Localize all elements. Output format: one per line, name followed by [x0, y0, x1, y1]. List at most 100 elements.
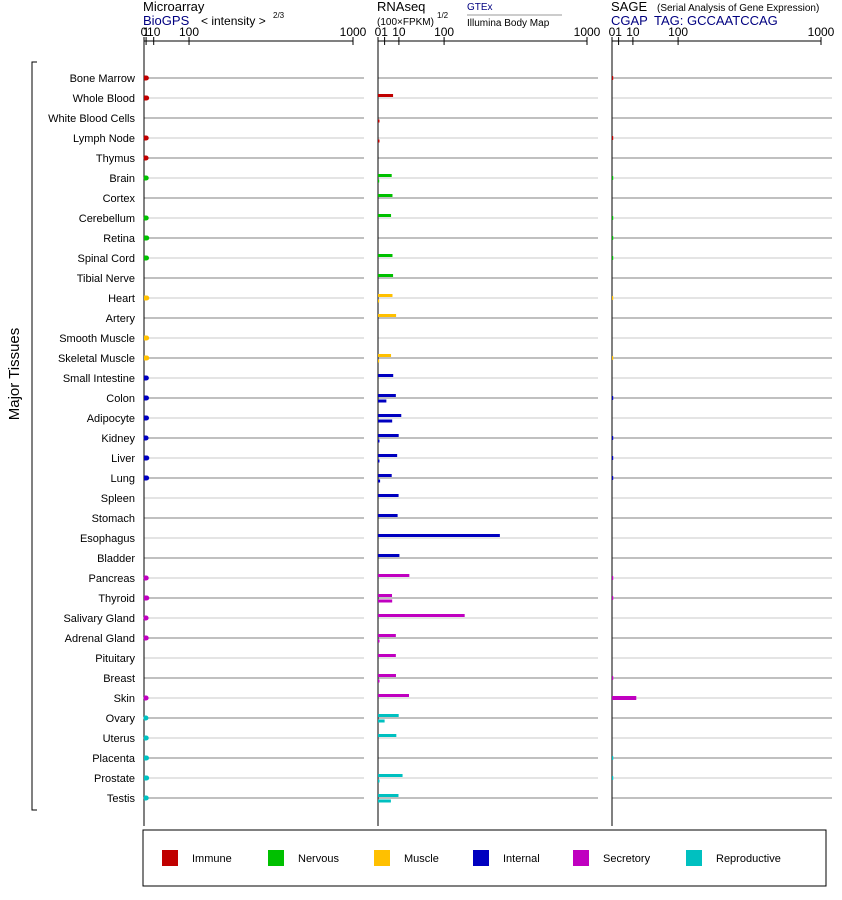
bar [378, 214, 392, 217]
bar-cap [143, 395, 149, 401]
tick-label: 0 [609, 25, 616, 39]
bar [612, 436, 614, 440]
tick-label: 0 [141, 25, 148, 39]
tissue-label: Thymus [96, 153, 136, 165]
bar [378, 174, 392, 177]
bar [378, 494, 399, 497]
tissue-label: Uterus [103, 733, 136, 745]
bar [378, 799, 391, 803]
bar-cap [143, 435, 149, 441]
bar [378, 459, 380, 463]
tissue-label: Brain [109, 173, 135, 185]
bar-cap [143, 755, 149, 761]
tick-label: 0 [375, 25, 382, 39]
bar [378, 634, 396, 637]
tissue-label: Smooth Muscle [59, 333, 135, 345]
bar [612, 456, 614, 460]
bar [378, 479, 381, 483]
legend-label: Internal [503, 853, 540, 865]
tissue-label: Stomach [92, 513, 135, 525]
bar-cap [143, 175, 149, 181]
bar-cap [144, 455, 150, 461]
panel-1-title: Microarray [143, 0, 205, 14]
tissue-label: Bladder [97, 553, 135, 565]
tissue-label: Liver [111, 453, 135, 465]
bar-cap [143, 215, 149, 221]
bar-cap [144, 775, 150, 781]
tissue-label: Skin [114, 693, 135, 705]
tissue-label: Small Intestine [63, 373, 135, 385]
bar [612, 596, 614, 600]
bar [378, 419, 393, 423]
tissue-label: Spinal Cord [78, 253, 135, 265]
tissue-label: Breast [103, 673, 135, 685]
panel-2-scale-exponent: 1/2 [437, 11, 449, 20]
tick-label: 100 [434, 25, 454, 39]
bar [378, 359, 380, 363]
bar [612, 256, 614, 260]
bar [612, 176, 614, 180]
bar [612, 576, 614, 580]
bar-cap [143, 575, 149, 581]
panel-1-source-link[interactable]: BioGPS [143, 13, 190, 28]
bar [378, 274, 394, 277]
bar-cap [144, 235, 150, 241]
tick-label: 1 [381, 25, 388, 39]
bar-cap [143, 715, 149, 721]
legend-swatch [573, 850, 589, 866]
tissue-label: Pancreas [89, 573, 136, 585]
bar [378, 299, 380, 303]
panel-3-source-link[interactable]: CGAP [611, 13, 648, 28]
bar [612, 216, 614, 220]
bar-cap [143, 155, 149, 161]
tissue-label: Whole Blood [73, 93, 135, 105]
panel-2-title: RNAseq [377, 0, 425, 14]
tissue-label: Kidney [101, 433, 135, 445]
bar-cap [143, 795, 149, 801]
panel-3-title: SAGE [611, 0, 647, 14]
bar [378, 139, 380, 143]
bar [378, 354, 392, 357]
tissue-label: Salivary Gland [63, 613, 135, 625]
tissue-label: Skeletal Muscle [58, 353, 135, 365]
bar-cap [144, 475, 150, 481]
bar-cap [143, 75, 149, 81]
bar [378, 534, 500, 537]
bar [612, 696, 637, 700]
tick-label: 10 [147, 25, 161, 39]
tick-label: 10 [626, 25, 640, 39]
tissue-label: Artery [106, 313, 136, 325]
tick-label: 1 [143, 25, 150, 39]
bar [612, 296, 614, 300]
tissue-label: Ovary [106, 713, 136, 725]
bar [378, 439, 380, 443]
legend-label: Reproductive [716, 853, 781, 865]
tissue-label: Prostate [94, 773, 135, 785]
panel-1-scale-label: < intensity > [201, 14, 266, 28]
legend-swatch [473, 850, 489, 866]
bar [378, 454, 398, 457]
tick-label: 100 [668, 25, 688, 39]
tissue-label: Pituitary [95, 653, 135, 665]
panel-2-legend-gtex[interactable]: GTEx [467, 2, 493, 13]
tissue-label: Bone Marrow [70, 73, 135, 85]
bar [378, 514, 398, 517]
legend-label: Muscle [404, 853, 439, 865]
tissue-label: Testis [107, 793, 136, 805]
tissue-label-layer: Bone Marrow Whole Blood White Blood Cells L… [48, 73, 136, 805]
bar [378, 694, 409, 697]
panel-3-note: (Serial Analysis of Gene Expression) [657, 3, 819, 14]
bar [378, 399, 387, 403]
bar-cap [143, 135, 149, 141]
bar [378, 194, 393, 197]
bar [612, 356, 614, 360]
bar-cap [143, 635, 149, 641]
bar-cap [144, 335, 150, 341]
grid-layer [144, 77, 832, 799]
bar [378, 654, 396, 657]
bar [378, 614, 465, 617]
tissue-label: Lymph Node [73, 133, 135, 145]
bar [378, 594, 393, 597]
bar-cap [143, 615, 149, 621]
